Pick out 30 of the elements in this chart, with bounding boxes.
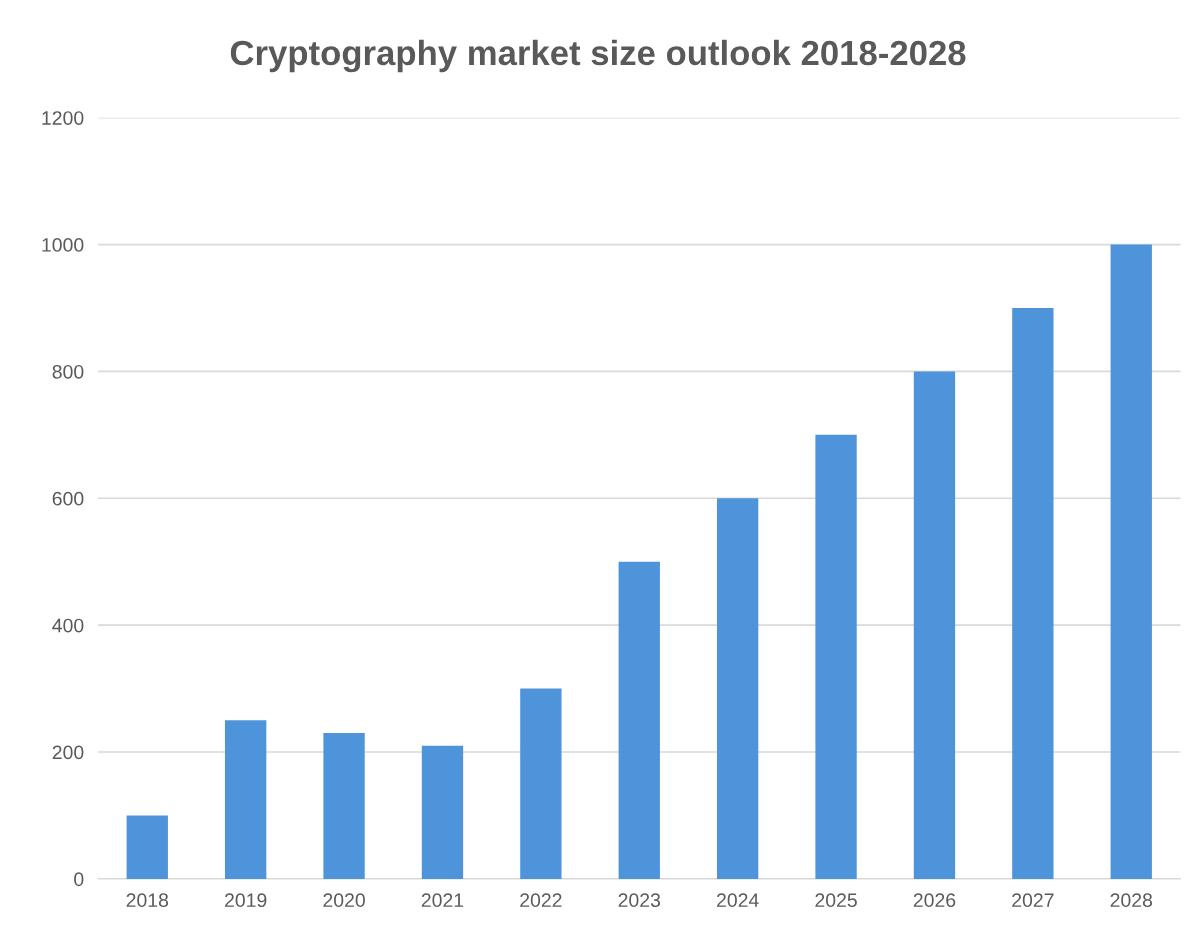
bar bbox=[126, 815, 168, 879]
bar bbox=[1012, 307, 1054, 879]
bar bbox=[520, 688, 562, 879]
x-tick-label: 2024 bbox=[717, 893, 759, 908]
bar bbox=[815, 434, 857, 879]
x-tick-label: 2027 bbox=[1012, 893, 1054, 908]
x-tick-label: 2021 bbox=[421, 893, 464, 908]
bar bbox=[618, 561, 660, 879]
x-tick-label: 2028 bbox=[1110, 893, 1153, 908]
y-tick-label: 1000 bbox=[42, 238, 84, 252]
y-tick-label: 800 bbox=[52, 364, 84, 379]
bar bbox=[225, 720, 267, 879]
y-tick-label: 200 bbox=[52, 745, 84, 760]
x-tick-label: 2026 bbox=[913, 893, 956, 908]
x-tick-label: 2018 bbox=[126, 893, 169, 908]
bar bbox=[323, 733, 365, 879]
x-tick-label: 2022 bbox=[520, 893, 562, 908]
bar bbox=[421, 745, 464, 879]
x-tick-label: 2020 bbox=[323, 893, 365, 908]
y-tick-label: 1200 bbox=[42, 111, 84, 125]
chart-title: Cryptography market size outlook 2018-2028 bbox=[230, 39, 966, 73]
x-tick-label: 2025 bbox=[815, 893, 857, 908]
bar bbox=[1110, 244, 1152, 879]
y-tick-label: 600 bbox=[52, 491, 84, 506]
bar bbox=[717, 498, 759, 879]
x-tick-label: 2023 bbox=[618, 893, 661, 908]
bar bbox=[913, 371, 956, 879]
y-tick-label: 400 bbox=[52, 618, 84, 633]
x-tick-label: 2019 bbox=[225, 893, 267, 908]
y-tick-label: 0 bbox=[74, 872, 84, 887]
